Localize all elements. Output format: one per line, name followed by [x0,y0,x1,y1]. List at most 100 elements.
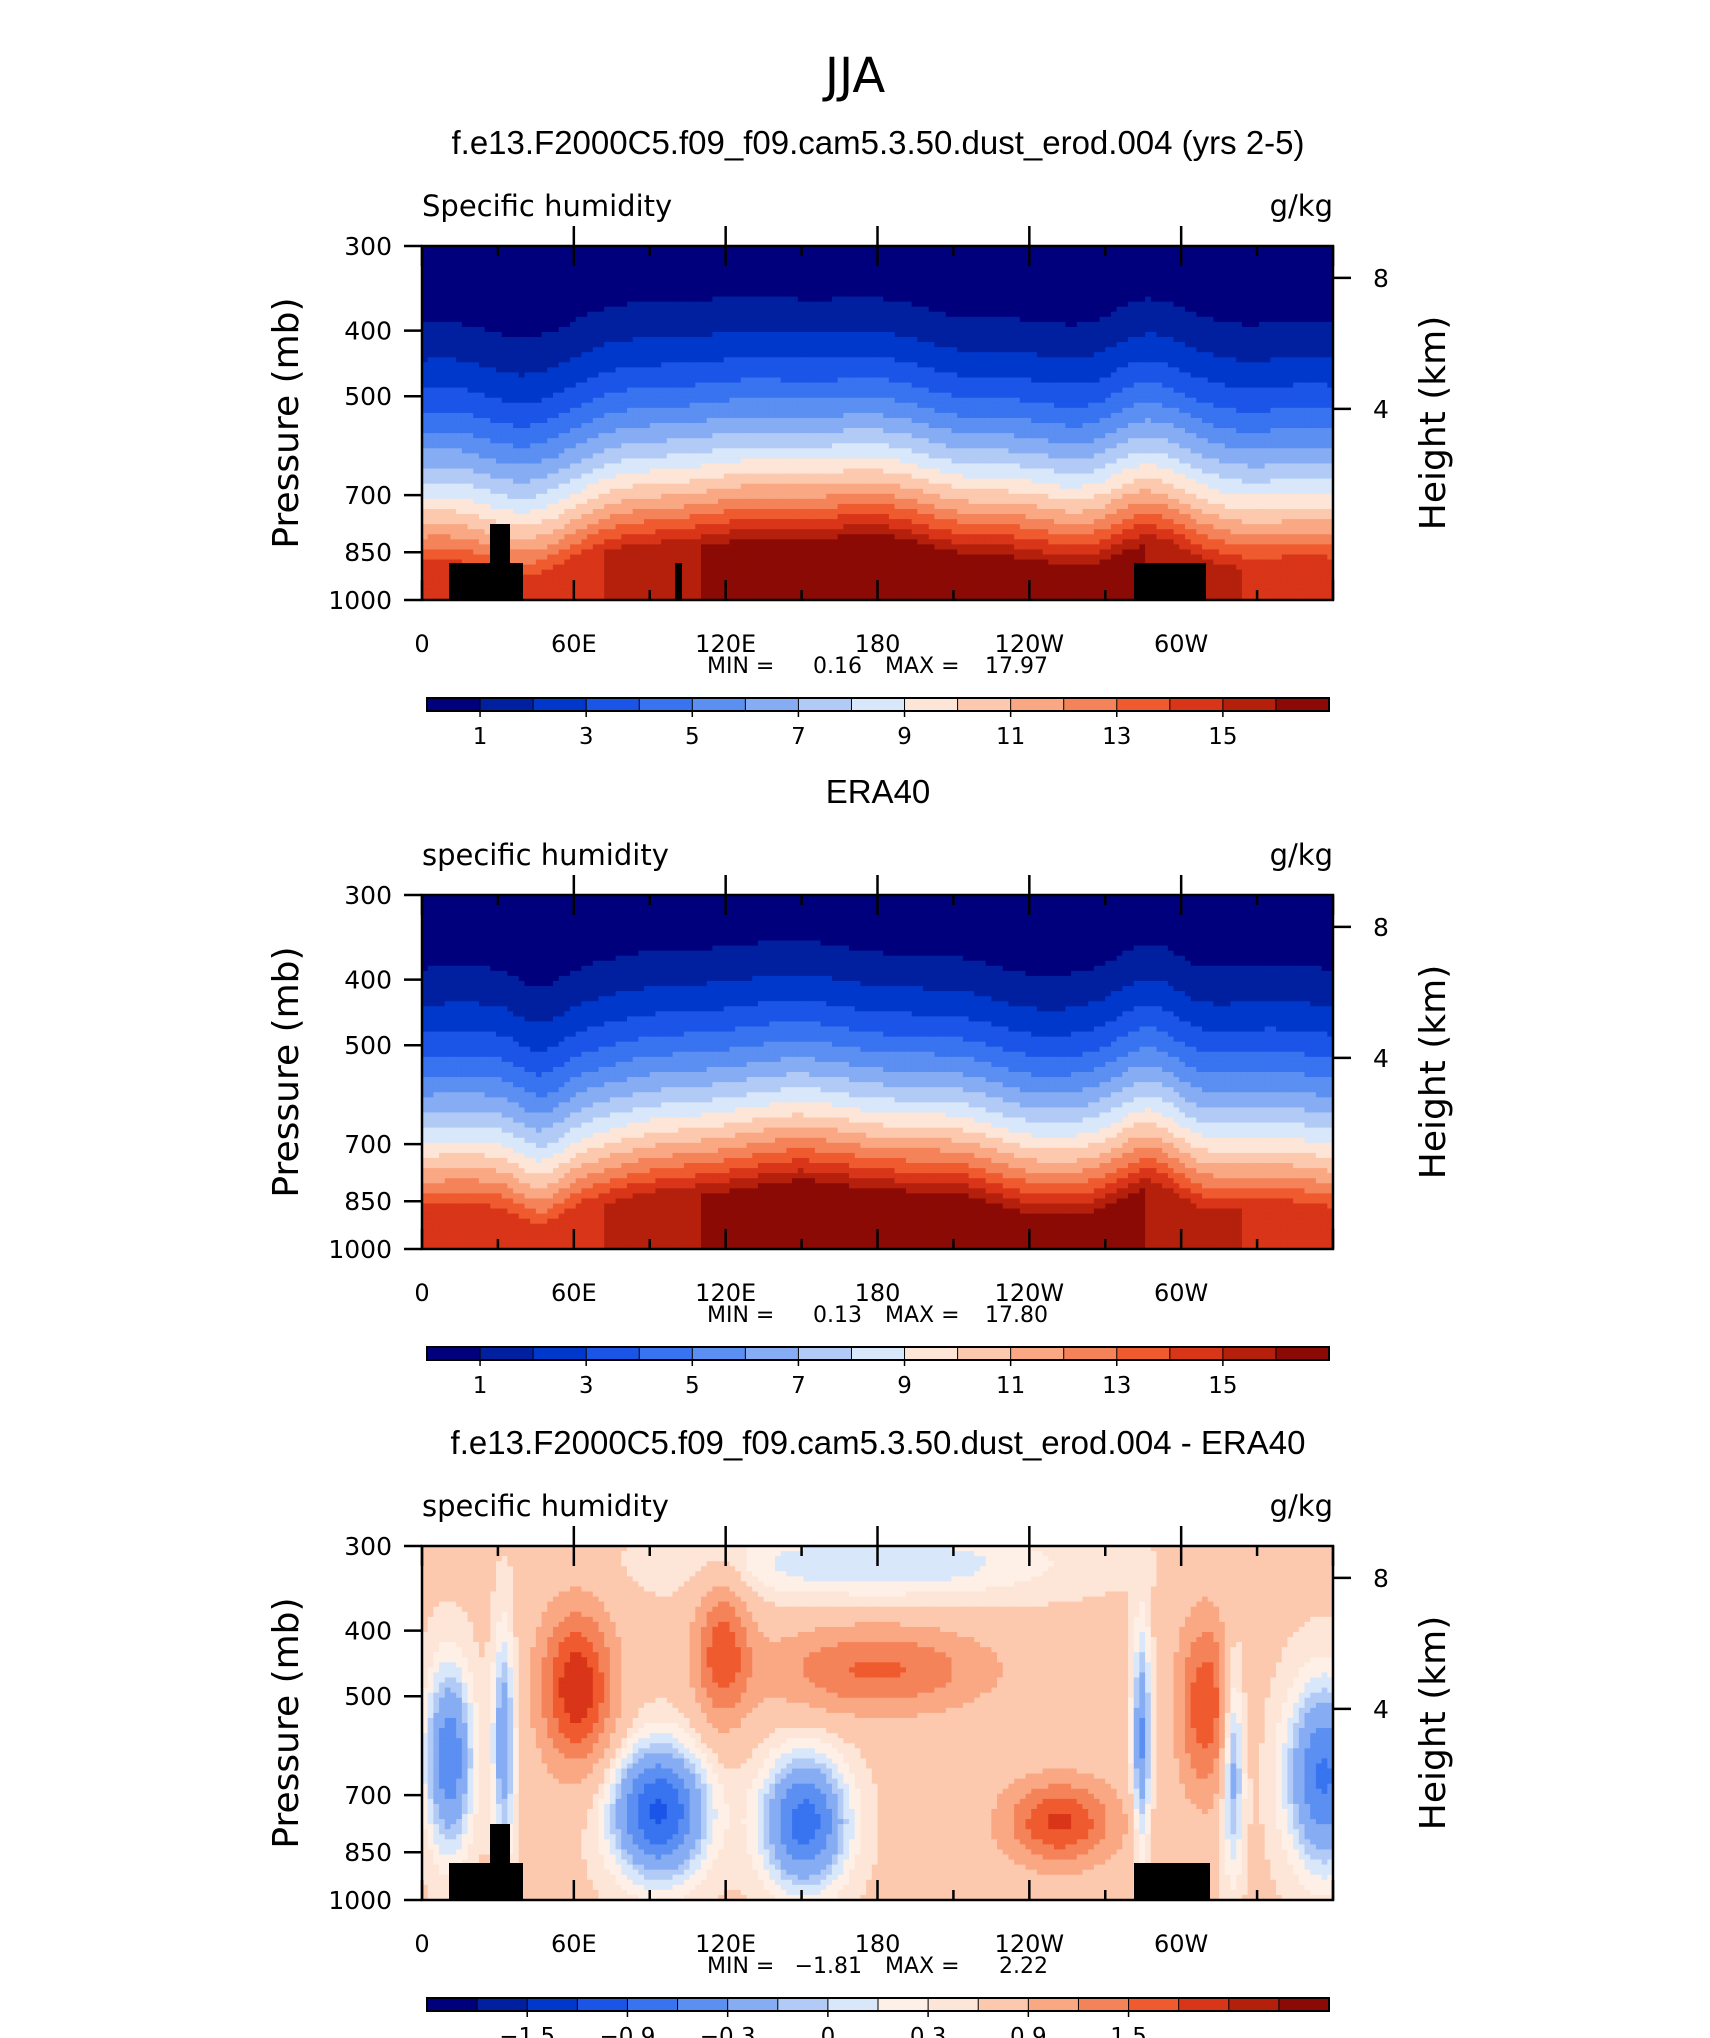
contour-field [422,895,1334,1250]
colorbar-swatch [1011,1347,1064,1360]
colorbar-swatch [745,698,798,711]
y-tick-label: 300 [344,881,392,910]
colorbar-label: −1.5 [499,2024,555,2038]
topography-block [449,1863,523,1900]
x-tick-label: 60W [1154,630,1208,658]
min-value: −1.81 [795,1954,862,1979]
colorbar-swatch [1223,1347,1276,1360]
colorbar-label: 0 [821,2024,836,2038]
y-tick-label: 400 [344,966,392,995]
colorbar-label: 11 [996,1373,1025,1399]
colorbar-swatch [798,698,851,711]
colorbar-swatch [678,1998,729,2011]
panel-title: f.e13.F2000C5.f09_f09.cam5.3.50.dust_ero… [451,1424,1306,1461]
colorbar-swatch [728,1998,779,2011]
max-label: MAX = [885,654,960,679]
units-label: g/kg [1270,189,1333,223]
colorbar-swatch [1279,1998,1330,2011]
y-tick-label: 500 [344,1031,392,1060]
topography-block [1134,1863,1210,1900]
x-tick-label: 60E [551,1279,597,1307]
colorbar-label: 5 [685,1373,700,1399]
contour-field [422,246,1334,601]
colorbar-label: 9 [897,1373,912,1399]
colorbar-swatch [928,1998,979,2011]
topography-block [490,524,510,600]
height-axis: 84 Height (km) [1333,1564,1454,1830]
colorbar-label: 1.5 [1110,2024,1147,2038]
colorbar-swatch [1276,1347,1329,1360]
y-axis-title: Pressure (mb) [266,946,307,1197]
colorbar-swatch [427,1998,478,2011]
min-value: 0.13 [813,1303,862,1328]
y-tick-label: 300 [344,1532,392,1561]
colorbar-label: 9 [897,724,912,750]
height-axis-title: Height (km) [1413,965,1454,1179]
max-value: 2.22 [999,1954,1048,1979]
panel-1: f.e13.F2000C5.f09_f09.cam5.3.50.dust_ero… [266,124,1454,750]
colorbar-swatch [1011,698,1064,711]
colorbar-swatch [1064,698,1117,711]
height-tick-label: 8 [1373,1564,1389,1593]
units-label: g/kg [1270,838,1333,872]
x-tick-label: 0 [414,1279,429,1307]
y-tick-label: 700 [344,1781,392,1810]
colorbar-swatch [1276,698,1329,711]
colorbar-swatch [1170,698,1223,711]
colorbar-label: 0.3 [910,2024,947,2038]
colorbar-swatch [1170,1347,1223,1360]
colorbar-swatch [427,1347,480,1360]
colorbar-swatch [427,698,480,711]
colorbar: 1 3 5 7 9 11 13 15 [427,698,1329,750]
colorbar-swatch [639,698,692,711]
colorbar-label: 3 [579,724,594,750]
topography-block [449,563,523,600]
panel-title: ERA40 [826,773,931,810]
y-axis-title: Pressure (mb) [266,297,307,548]
colorbar-swatch [778,1998,829,2011]
colorbar-swatch [958,1347,1011,1360]
colorbar-label: 0.9 [1010,2024,1047,2038]
colorbar-swatch [1223,698,1276,711]
colorbar-swatch [692,698,745,711]
x-tick-label: 60W [1154,1930,1208,1958]
colorbar-label: 15 [1208,724,1237,750]
x-tick-label: 0 [414,1930,429,1958]
colorbar-swatch [477,1998,528,2011]
colorbar-swatch [745,1347,798,1360]
colorbar-swatch [1064,1347,1117,1360]
colorbar-label: 13 [1102,724,1131,750]
y-tick-label: 1000 [328,586,392,615]
height-tick-label: 8 [1373,913,1389,942]
height-tick-label: 4 [1373,1044,1389,1073]
colorbar-swatch [1229,1998,1280,2011]
colorbar-swatch [1117,1347,1170,1360]
colorbar-label: 15 [1208,1373,1237,1399]
colorbar-label: 1 [473,1373,488,1399]
colorbar-swatch [958,698,1011,711]
colorbar-swatch [639,1347,692,1360]
colorbar-swatch [1028,1998,1079,2011]
x-tick-label: 60E [551,1930,597,1958]
colorbar-label: 7 [791,724,806,750]
colorbar-swatch [851,698,904,711]
topography-block [1134,563,1206,600]
max-label: MAX = [885,1303,960,1328]
height-axis: 84 Height (km) [1333,264,1454,530]
colorbar-swatch [1179,1998,1230,2011]
y-tick-label: 400 [344,1617,392,1646]
y-tick-label: 850 [344,1838,392,1867]
y-tick-label: 700 [344,481,392,510]
topography-block [675,563,682,600]
colorbar-swatch [851,1347,904,1360]
colorbar-swatch [1129,1998,1180,2011]
panel-3: f.e13.F2000C5.f09_f09.cam5.3.50.dust_ero… [266,1424,1454,2038]
y-tick-label: 500 [344,1682,392,1711]
y-tick-label: 1000 [328,1886,392,1915]
colorbar-label: −0.3 [700,2024,756,2038]
